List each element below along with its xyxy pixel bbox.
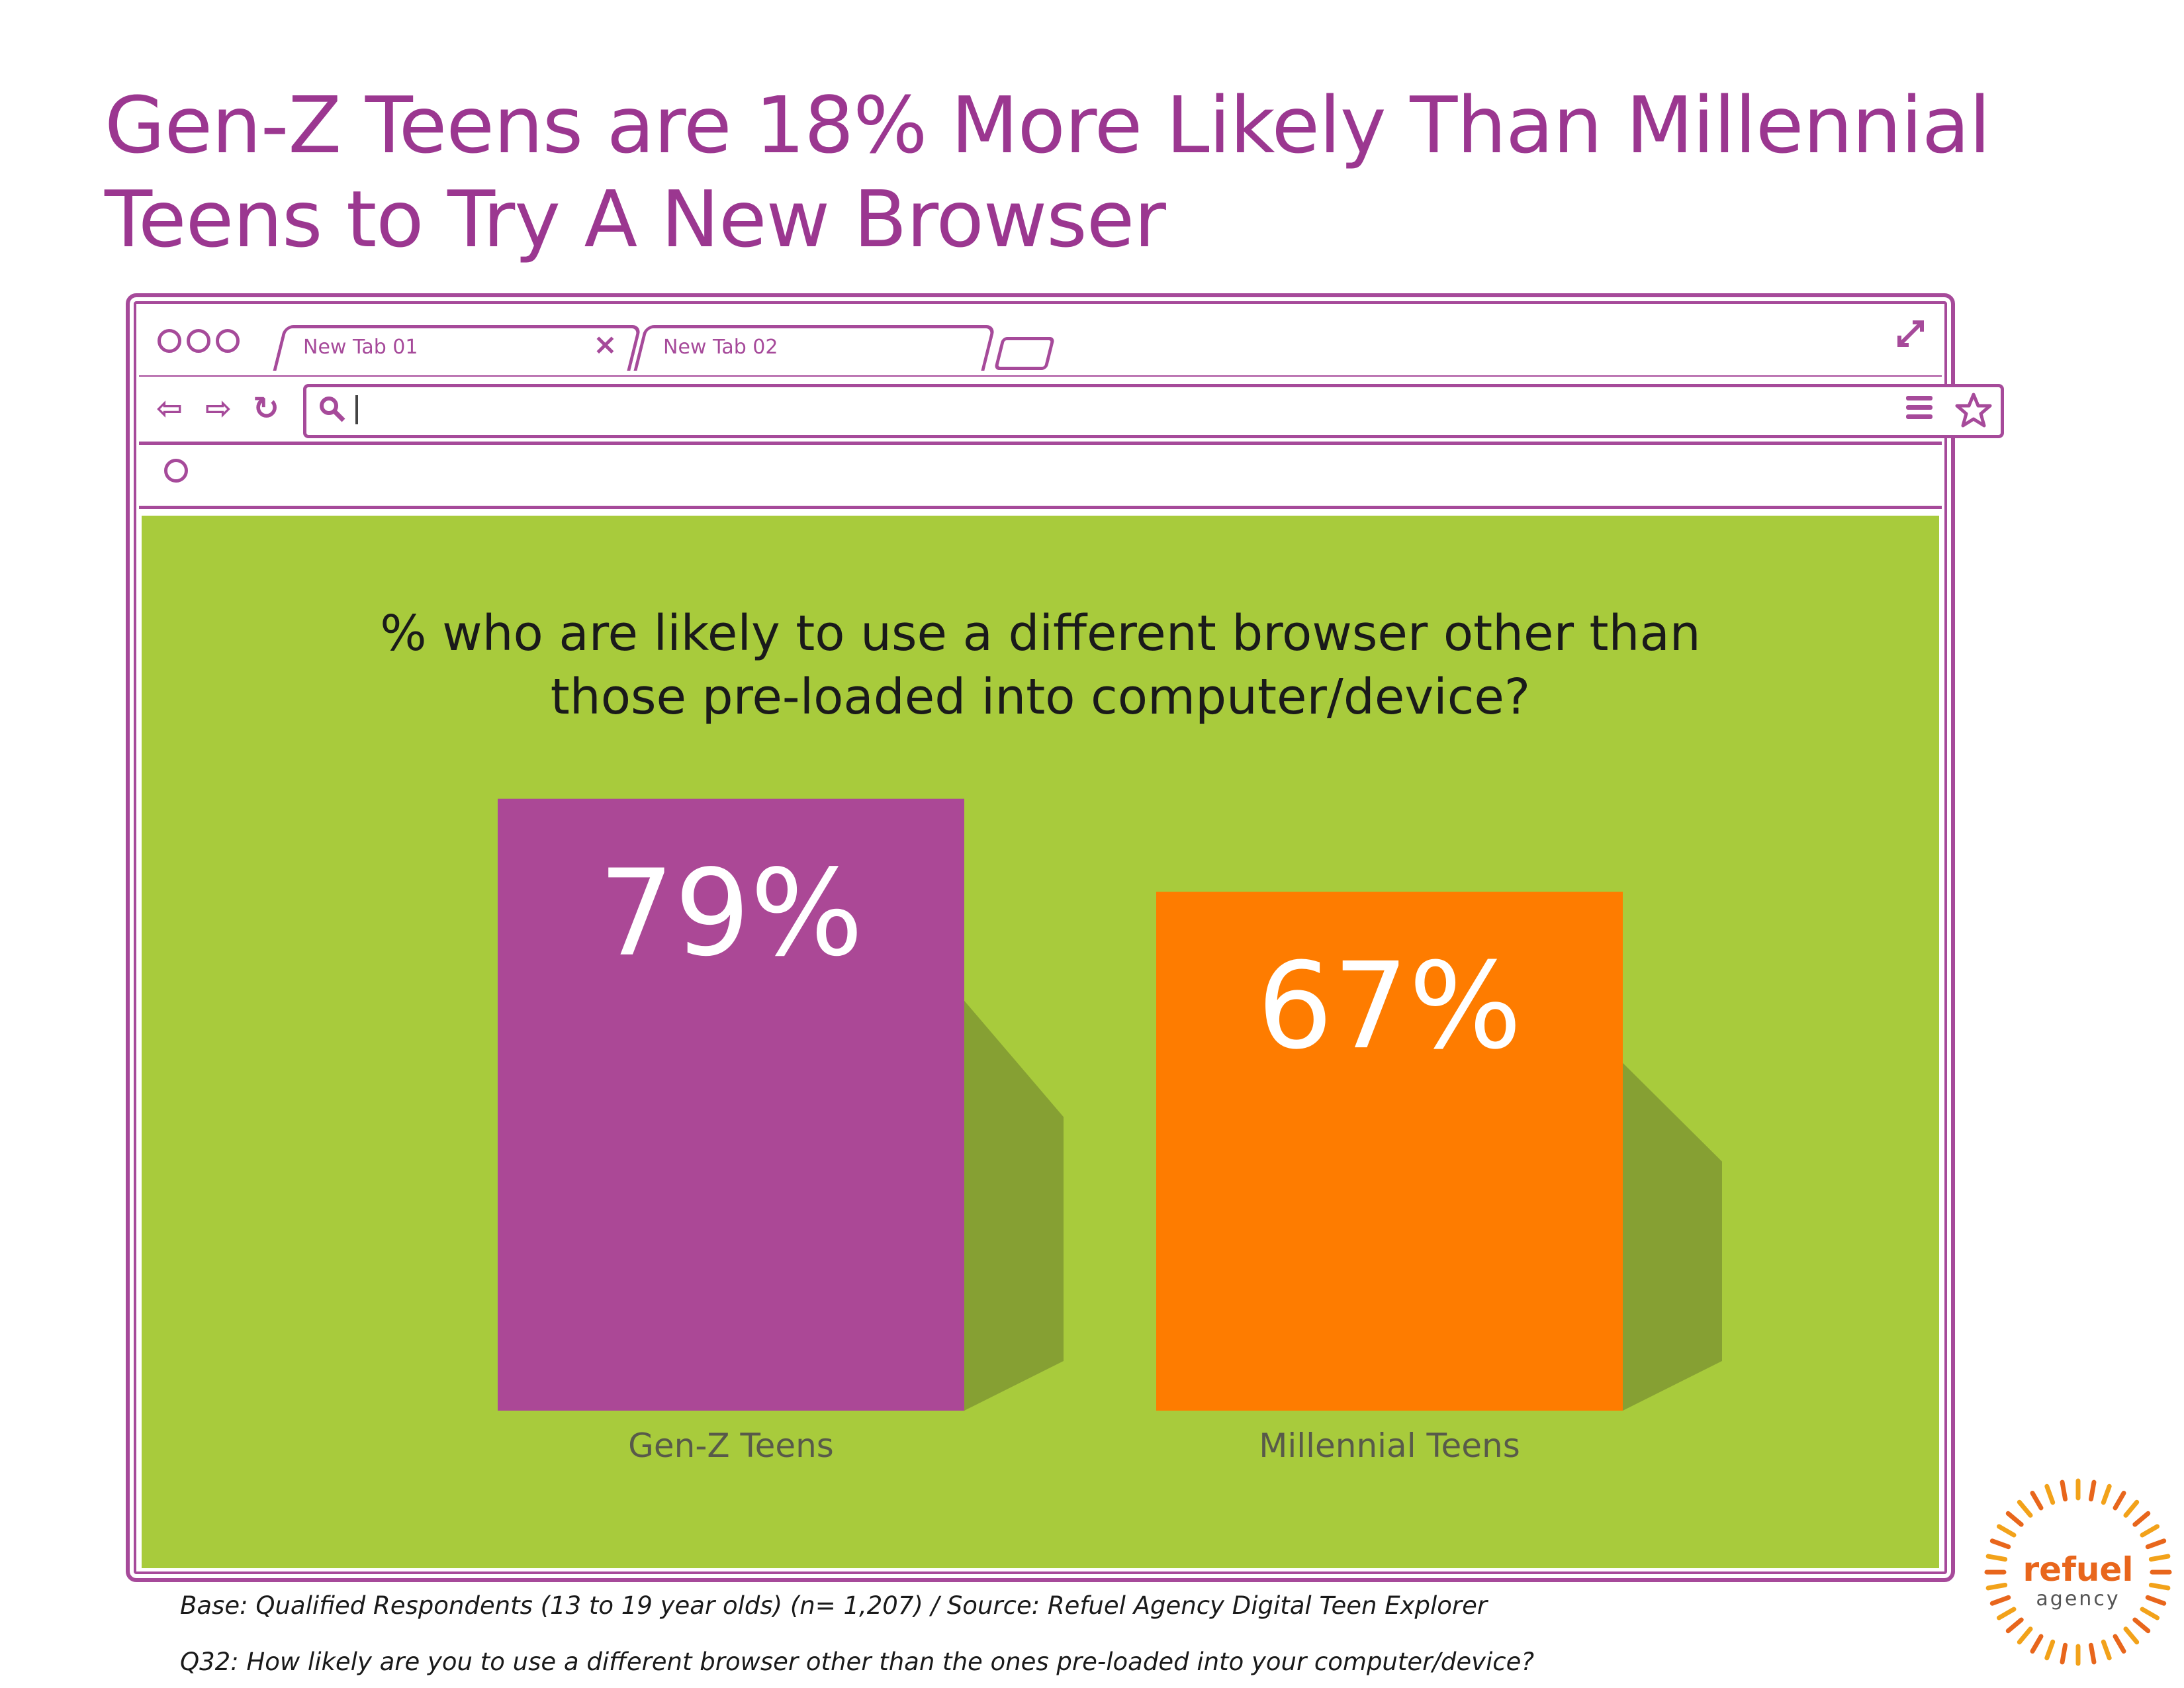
arrow-left-icon[interactable]: ⇦ (156, 390, 183, 427)
footnotes: Base: Qualified Respondents (13 to 19 ye… (180, 1591, 1901, 1676)
logo-ray (2145, 1595, 2167, 1606)
logo-ray (2132, 1511, 2151, 1527)
footnote-base: Base: Qualified Respondents (13 to 19 ye… (180, 1591, 1488, 1620)
logo-ray (2005, 1617, 2024, 1634)
bar-shadow (964, 1000, 1064, 1411)
logo-ray (2030, 1634, 2044, 1654)
logo-ray (2123, 1626, 2140, 1645)
logo-ray (1985, 1582, 2008, 1591)
chart-title: % who are likely to use a different brow… (142, 602, 1939, 729)
expand-icon[interactable] (1894, 317, 1927, 350)
tab-strip: New Tab 01 × New Tab 02 (130, 297, 1951, 377)
logo-ray (2148, 1554, 2171, 1562)
logo-ray (2145, 1538, 2167, 1550)
logo-word-agency: agency (2036, 1587, 2120, 1611)
logo-ray (2088, 1479, 2097, 1502)
logo-ray (2060, 1479, 2068, 1502)
toolbar-divider (139, 442, 1942, 445)
bar-value-label: 79% (598, 845, 863, 983)
footnote-question: Q32: How likely are you to use a differe… (180, 1648, 1535, 1676)
reload-icon[interactable]: ↻ (252, 390, 280, 427)
logo-ray (2140, 1607, 2160, 1620)
chart-title-line2: those pre-loaded into computer/device? (550, 669, 1531, 726)
logo-ray (2044, 1483, 2056, 1505)
logo-ray (2017, 1626, 2033, 1645)
logo-ray (1996, 1524, 2017, 1538)
tab-label: New Tab 01 (303, 336, 418, 359)
text-cursor (355, 395, 358, 424)
category-label: Millennial Teens (1259, 1427, 1520, 1465)
logo-ray (2113, 1490, 2126, 1511)
logo-ray (2101, 1639, 2112, 1661)
logo-ray (2101, 1483, 2112, 1505)
browser-window-illustration: New Tab 01 × New Tab 02 ⇦ ⇨ ↻ 79% Gen-Z T… (126, 293, 2004, 1582)
logo-ray (2017, 1499, 2033, 1518)
viewport-divider (139, 506, 1942, 509)
logo-ray (2123, 1499, 2140, 1518)
logo-ray (1985, 1554, 2008, 1562)
logo-ray (2005, 1511, 2024, 1527)
slide-title: Gen-Z Teens are 18% More Likely Than Mil… (105, 78, 2024, 266)
refuel-agency-logo: refuel agency (1984, 1478, 2172, 1666)
slide-title-line1: Gen-Z Teens are 18% More Likely Than Mil… (105, 79, 1991, 171)
logo-ray (1989, 1595, 2011, 1606)
bar-value-label: 67% (1257, 937, 1522, 1076)
logo-word-refuel: refuel (2023, 1550, 2134, 1589)
logo-ray (2113, 1634, 2126, 1654)
toolbar-divider (139, 375, 1942, 377)
tab-label: New Tab 02 (663, 336, 778, 359)
window-dot-icon (216, 329, 240, 353)
bookmark-dot-icon (164, 459, 188, 483)
logo-ray (2088, 1642, 2097, 1665)
logo-ray (2030, 1490, 2044, 1511)
slide-title-line2: Teens to Try A New Browser (105, 173, 1166, 265)
bar (498, 798, 964, 1411)
arrow-right-icon[interactable]: ⇨ (205, 390, 232, 427)
new-tab-button[interactable] (993, 337, 1056, 370)
logo-ray (2132, 1617, 2151, 1634)
category-label: Gen-Z Teens (628, 1427, 834, 1465)
bar-shadow (1623, 1062, 1722, 1411)
window-dot-icon (187, 329, 210, 353)
logo-ray (2140, 1524, 2160, 1538)
menu-icon[interactable] (1903, 391, 1935, 425)
logo-ray (2148, 1582, 2171, 1591)
logo-ray (2044, 1639, 2056, 1661)
bar-chart: 79% Gen-Z Teens 67% Millennial Teens (498, 798, 1722, 1465)
logo-ray (2060, 1642, 2068, 1665)
chart-area: 79% Gen-Z Teens 67% Millennial Teens % who … (142, 516, 1939, 1568)
bar (1156, 892, 1623, 1411)
chart-title-line1: % who are likely to use a different brow… (380, 605, 1701, 662)
star-icon[interactable] (1954, 391, 1993, 430)
close-icon[interactable]: × (593, 328, 617, 361)
logo-ray (1996, 1607, 2017, 1620)
search-icon (320, 397, 345, 422)
window-dot-icon (158, 329, 181, 353)
address-bar[interactable] (303, 384, 2004, 438)
logo-ray (1989, 1538, 2011, 1550)
